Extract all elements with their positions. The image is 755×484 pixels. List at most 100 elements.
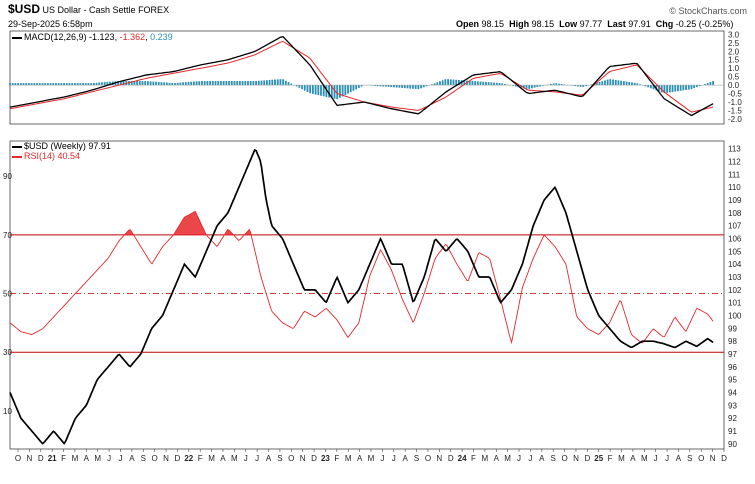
macd-histogram-bar	[57, 83, 60, 86]
macd-histogram-bar	[674, 85, 677, 92]
open-label: Open	[456, 19, 480, 29]
macd-histogram-bar	[620, 80, 623, 86]
macd-histogram-bar	[541, 85, 544, 86]
macd-y-tick-label: 1.5	[728, 56, 740, 65]
macd-histogram-bar	[498, 83, 501, 86]
macd-histogram-bar	[295, 85, 298, 87]
macd-histogram-bar	[79, 83, 82, 86]
rsi-y-tick-label: 70	[3, 231, 12, 240]
macd-histogram-bar	[309, 85, 312, 94]
macd-histogram-bar	[152, 81, 155, 86]
macd-histogram-bar	[447, 79, 449, 86]
macd-histogram-bar	[677, 85, 679, 92]
macd-histogram-bar	[493, 82, 495, 86]
price-y-tick-label: 106	[728, 235, 742, 244]
macd-histogram-bar	[98, 82, 101, 86]
macd-histogram-bar	[636, 83, 639, 86]
macd-histogram-bar	[525, 85, 528, 89]
macd-histogram-bar	[303, 85, 306, 91]
macd-histogram-bar	[130, 81, 133, 86]
macd-histogram-bar	[282, 79, 285, 86]
macd-histogram-bar	[147, 81, 149, 86]
price-legend-value: 97.91	[88, 141, 111, 151]
macd-histogram-bar	[560, 84, 563, 86]
macd-histogram-bar	[103, 82, 106, 86]
rsi-overbought-fill	[245, 229, 251, 235]
x-month-label: F	[608, 454, 613, 463]
macd-histogram-bar	[349, 85, 352, 93]
macd-histogram-bar	[247, 81, 249, 86]
macd-histogram-bar	[528, 85, 531, 89]
macd-histogram-bar	[22, 83, 25, 86]
macd-histogram-bar	[382, 85, 385, 87]
macd-histogram-bar	[222, 81, 225, 86]
x-month-label: O	[152, 454, 158, 463]
macd-histogram-bar	[330, 85, 333, 99]
macd-histogram-bar	[625, 81, 628, 86]
macd-histogram-bar	[455, 79, 458, 86]
macd-histogram-bar	[357, 85, 360, 88]
x-month-label: S	[414, 454, 419, 463]
macd-histogram-bar	[374, 85, 376, 86]
price-y-tick-label: 98	[728, 337, 737, 346]
macd-histogram-bar	[690, 85, 693, 90]
macd-histogram-bar	[157, 81, 160, 86]
x-month-label: A	[676, 454, 682, 463]
macd-histogram-bar	[422, 85, 425, 88]
x-month-label: J	[380, 454, 384, 463]
x-month-label: M	[208, 454, 215, 463]
macd-histogram-bar	[420, 85, 422, 89]
macd-histogram-bar	[379, 85, 382, 87]
x-month-label: M	[231, 454, 238, 463]
x-month-label: F	[198, 454, 203, 463]
x-year-label: 24	[458, 454, 467, 463]
price-y-tick-label: 97	[728, 350, 737, 359]
macd-histogram-bar	[590, 84, 593, 86]
macd-histogram-bar	[417, 85, 420, 90]
macd-histogram-bar	[617, 80, 620, 86]
macd-histogram-bar	[63, 83, 65, 86]
macd-histogram-bar	[238, 81, 241, 86]
x-month-label: M	[345, 454, 352, 463]
x-month-label: A	[129, 454, 135, 463]
macd-histogram-bar	[211, 81, 214, 86]
x-month-label: N	[573, 454, 579, 463]
macd-histogram-bar	[171, 82, 174, 86]
macd-histogram-bar	[17, 83, 20, 86]
macd-panel-frame	[9, 30, 725, 125]
macd-histogram-bar	[652, 85, 655, 90]
x-month-label: N	[710, 454, 716, 463]
macd-histogram-bar	[514, 85, 517, 87]
macd-histogram-bar	[482, 81, 485, 86]
macd-histogram-bar	[165, 82, 168, 86]
macd-histogram-bar	[44, 83, 47, 86]
macd-histogram-bar	[325, 85, 328, 97]
price-y-tick-label: 91	[728, 427, 737, 436]
macd-histogram-bar	[168, 82, 171, 86]
macd-histogram-bar	[387, 85, 390, 87]
x-month-label: J	[392, 454, 396, 463]
symbol-description: US Dollar - Cash Settle FOREX	[42, 5, 170, 15]
macd-histogram-bar	[28, 83, 30, 86]
macd-histogram-bar	[549, 84, 552, 86]
macd-histogram-bar	[271, 79, 274, 86]
open-value: 98.15	[481, 19, 505, 29]
macd-histogram-bar	[55, 83, 57, 86]
macd-histogram-bar	[531, 85, 533, 89]
macd-histogram-bar	[187, 81, 190, 86]
macd-histogram-bar	[647, 85, 650, 88]
macd-histogram-bar	[252, 81, 255, 86]
macd-histogram-bar	[311, 85, 314, 94]
x-month-label: O	[15, 454, 21, 463]
macd-histogram-bar	[19, 83, 22, 86]
macd-histogram-bar	[106, 81, 109, 86]
macd-legend-v1: -1.123	[89, 32, 115, 42]
macd-histogram-bar	[320, 85, 322, 96]
macd-histogram-bar	[476, 81, 479, 86]
macd-histogram-bar	[339, 85, 341, 98]
macd-histogram-bar	[355, 85, 358, 90]
macd-histogram-bar	[46, 83, 49, 86]
price-y-tick-label: 90	[728, 440, 737, 449]
macd-histogram-bar	[341, 85, 344, 97]
macd-histogram-bar	[76, 83, 79, 86]
